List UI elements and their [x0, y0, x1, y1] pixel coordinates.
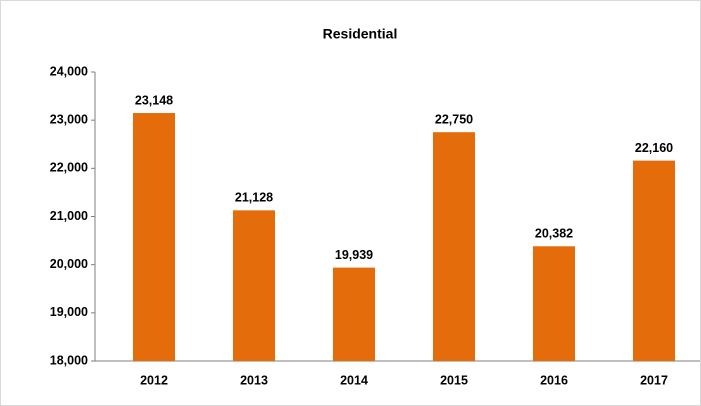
chart-title: Residential	[323, 26, 398, 42]
bar	[533, 246, 575, 361]
data-label: 22,750	[435, 113, 473, 127]
data-label: 19,939	[335, 248, 373, 262]
bar	[633, 160, 675, 361]
x-tick-label: 2015	[440, 373, 468, 387]
bar	[233, 210, 275, 361]
data-label: 22,160	[635, 141, 673, 155]
y-tick-label: 24,000	[50, 64, 88, 78]
x-tick-label: 2016	[540, 373, 568, 387]
x-tick-label: 2017	[640, 373, 668, 387]
y-tick-label: 18,000	[50, 353, 88, 367]
y-tick-label: 21,000	[50, 209, 88, 223]
y-tick-label: 22,000	[50, 161, 88, 175]
bar	[433, 132, 475, 361]
bar	[333, 267, 375, 361]
x-tick-label: 2012	[140, 373, 168, 387]
bar	[133, 113, 175, 362]
data-label: 23,148	[135, 93, 173, 107]
y-tick-label: 19,000	[50, 305, 88, 319]
y-tick-label: 20,000	[50, 257, 88, 271]
x-tick-label: 2013	[240, 373, 268, 387]
data-label: 20,382	[535, 227, 573, 241]
x-tick-label: 2014	[340, 373, 368, 387]
y-tick-label: 23,000	[50, 112, 88, 126]
data-label: 21,128	[235, 191, 273, 205]
